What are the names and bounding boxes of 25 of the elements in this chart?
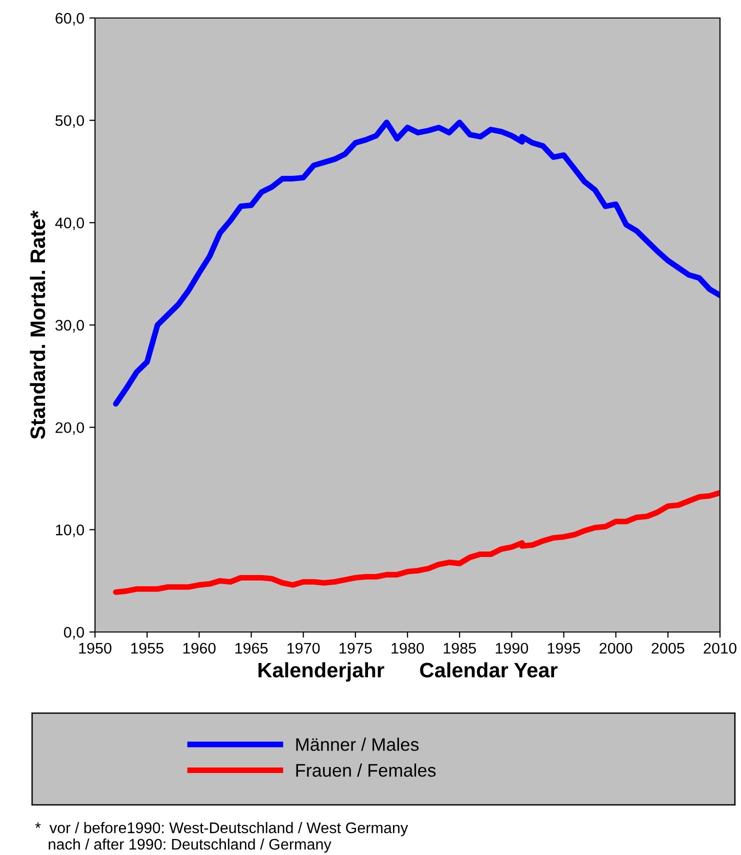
x-tick-label: 1995 xyxy=(548,642,580,654)
y-tick-label: 20,0 xyxy=(56,422,84,435)
y-tick-label: 10,0 xyxy=(56,524,84,538)
x-tick-label: 1980 xyxy=(392,642,424,654)
legend-label: Frauen / Females xyxy=(296,764,436,777)
y-axis-title: Standard. Mortal. Rate* xyxy=(30,210,46,439)
x-tick-label: 2000 xyxy=(600,642,632,654)
y-tick-label: 0,0 xyxy=(64,626,84,640)
x-tick-label: 1985 xyxy=(444,642,476,654)
text: * vor / before1990: West-Deutschland / West Germany nach / after 1990: Deutschland / Germany xyxy=(35,822,408,853)
legend-label: Männer / Males xyxy=(296,738,419,751)
y-tick-label: 60,0 xyxy=(56,12,84,26)
x-tick-label: 1970 xyxy=(288,642,320,654)
x-tick-label: 2005 xyxy=(652,642,684,654)
x-tick-label: 1960 xyxy=(183,642,216,654)
x-tick-label: 1965 xyxy=(235,642,268,654)
x-tick-label: 1990 xyxy=(496,642,528,654)
y-tick-label: 40,0 xyxy=(55,218,84,230)
x-tick-label: 1950 xyxy=(79,642,112,654)
x-tick-label: 2010 xyxy=(704,642,736,654)
y-tick-label: 30,0 xyxy=(55,320,84,332)
x-tick-label: 1975 xyxy=(340,642,372,654)
x-tick-label: 1955 xyxy=(131,642,164,654)
x-axis-title: Kalenderjahr Calendar Year xyxy=(258,662,558,682)
y-tick-label: 50,0 xyxy=(55,115,84,128)
